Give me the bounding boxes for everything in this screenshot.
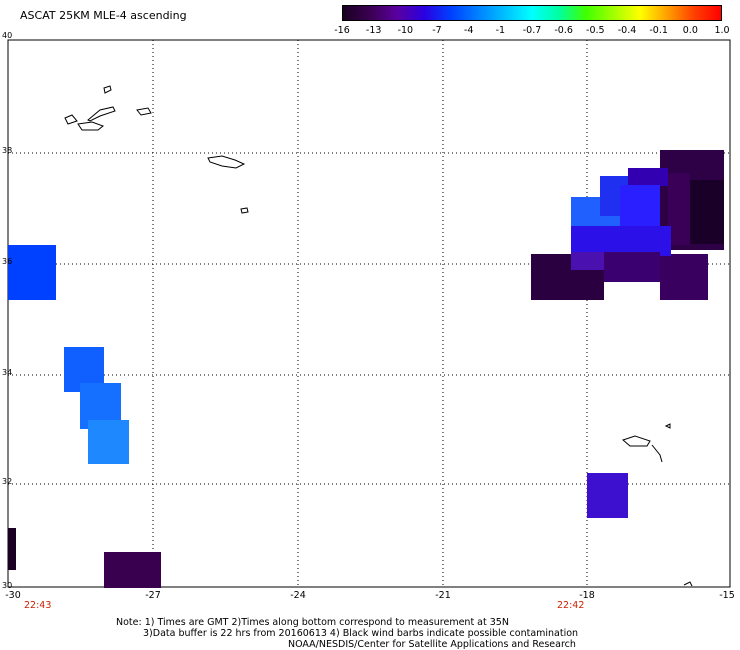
data-cell — [628, 168, 668, 186]
color-scale-label: -4 — [463, 25, 474, 36]
coastlines — [64, 85, 693, 587]
longitude-label: -27 — [145, 590, 161, 601]
island-coastline — [87, 106, 116, 122]
island-coastline — [103, 85, 112, 94]
latitude-label: 40 — [2, 31, 13, 40]
latitude-label: 30 — [2, 581, 13, 590]
color-scale-label: -1 — [495, 25, 506, 36]
island-coastline — [136, 107, 152, 116]
color-scale-label: -7 — [432, 25, 442, 36]
longitude-label: -24 — [290, 590, 306, 601]
longitude-label: -15 — [719, 590, 735, 601]
island-coastline — [77, 121, 105, 131]
island-coastline — [64, 114, 78, 125]
data-cell — [604, 252, 660, 282]
color-scale-label: -0.6 — [554, 25, 573, 36]
island-coastline — [207, 155, 246, 169]
pass-time-left: 22:43 — [24, 600, 52, 611]
grid-lines — [8, 40, 730, 587]
island-coastline — [622, 435, 651, 447]
latitude-label: 38 — [2, 146, 13, 155]
color-scale-label: -16 — [334, 25, 350, 36]
longitude-label: -30 — [5, 590, 21, 601]
plot-frame — [7, 39, 731, 588]
island-coastline — [664, 423, 671, 429]
color-scale-label: -0.4 — [617, 25, 637, 36]
data-cell — [668, 173, 690, 245]
data-cell — [104, 552, 161, 588]
pass-time-right: 22:42 — [557, 600, 585, 611]
latitude-label: 32 — [2, 477, 13, 486]
color-scale-label: -10 — [397, 25, 414, 36]
latitude-label: 36 — [2, 257, 13, 266]
longitude-label: -18 — [579, 590, 595, 601]
island-coastline — [651, 444, 663, 463]
island-coastline — [683, 581, 693, 587]
note-line-1: Note: 1) Times are GMT 2)Times along bot… — [116, 617, 509, 628]
data-cell — [587, 473, 628, 518]
data-cells — [8, 150, 724, 588]
color-scale-label: 1.0 — [714, 25, 730, 36]
island-coastline — [240, 207, 249, 214]
note-line-3: NOAA/NESDIS/Center for Satellite Applica… — [288, 639, 576, 650]
color-scale-bar — [342, 5, 722, 21]
data-cell — [571, 252, 604, 270]
color-scale-label: 0.0 — [682, 25, 698, 36]
data-cell — [660, 254, 708, 300]
color-scale-label: -0.5 — [586, 25, 605, 36]
data-cell — [8, 245, 56, 300]
color-scale-label: -0.1 — [649, 25, 668, 36]
data-cell — [88, 420, 129, 464]
color-scale-label: -13 — [365, 25, 382, 36]
map-title: ASCAT 25KM MLE-4 ascending — [20, 9, 187, 22]
longitude-label: -21 — [435, 590, 451, 601]
latitude-label: 34 — [2, 368, 13, 377]
data-cell — [690, 180, 724, 244]
data-cell — [571, 226, 671, 256]
note-line-2: 3)Data buffer is 22 hrs from 20160613 4)… — [143, 628, 579, 639]
data-cell — [8, 528, 16, 570]
color-scale-label: -0.7 — [522, 25, 542, 36]
